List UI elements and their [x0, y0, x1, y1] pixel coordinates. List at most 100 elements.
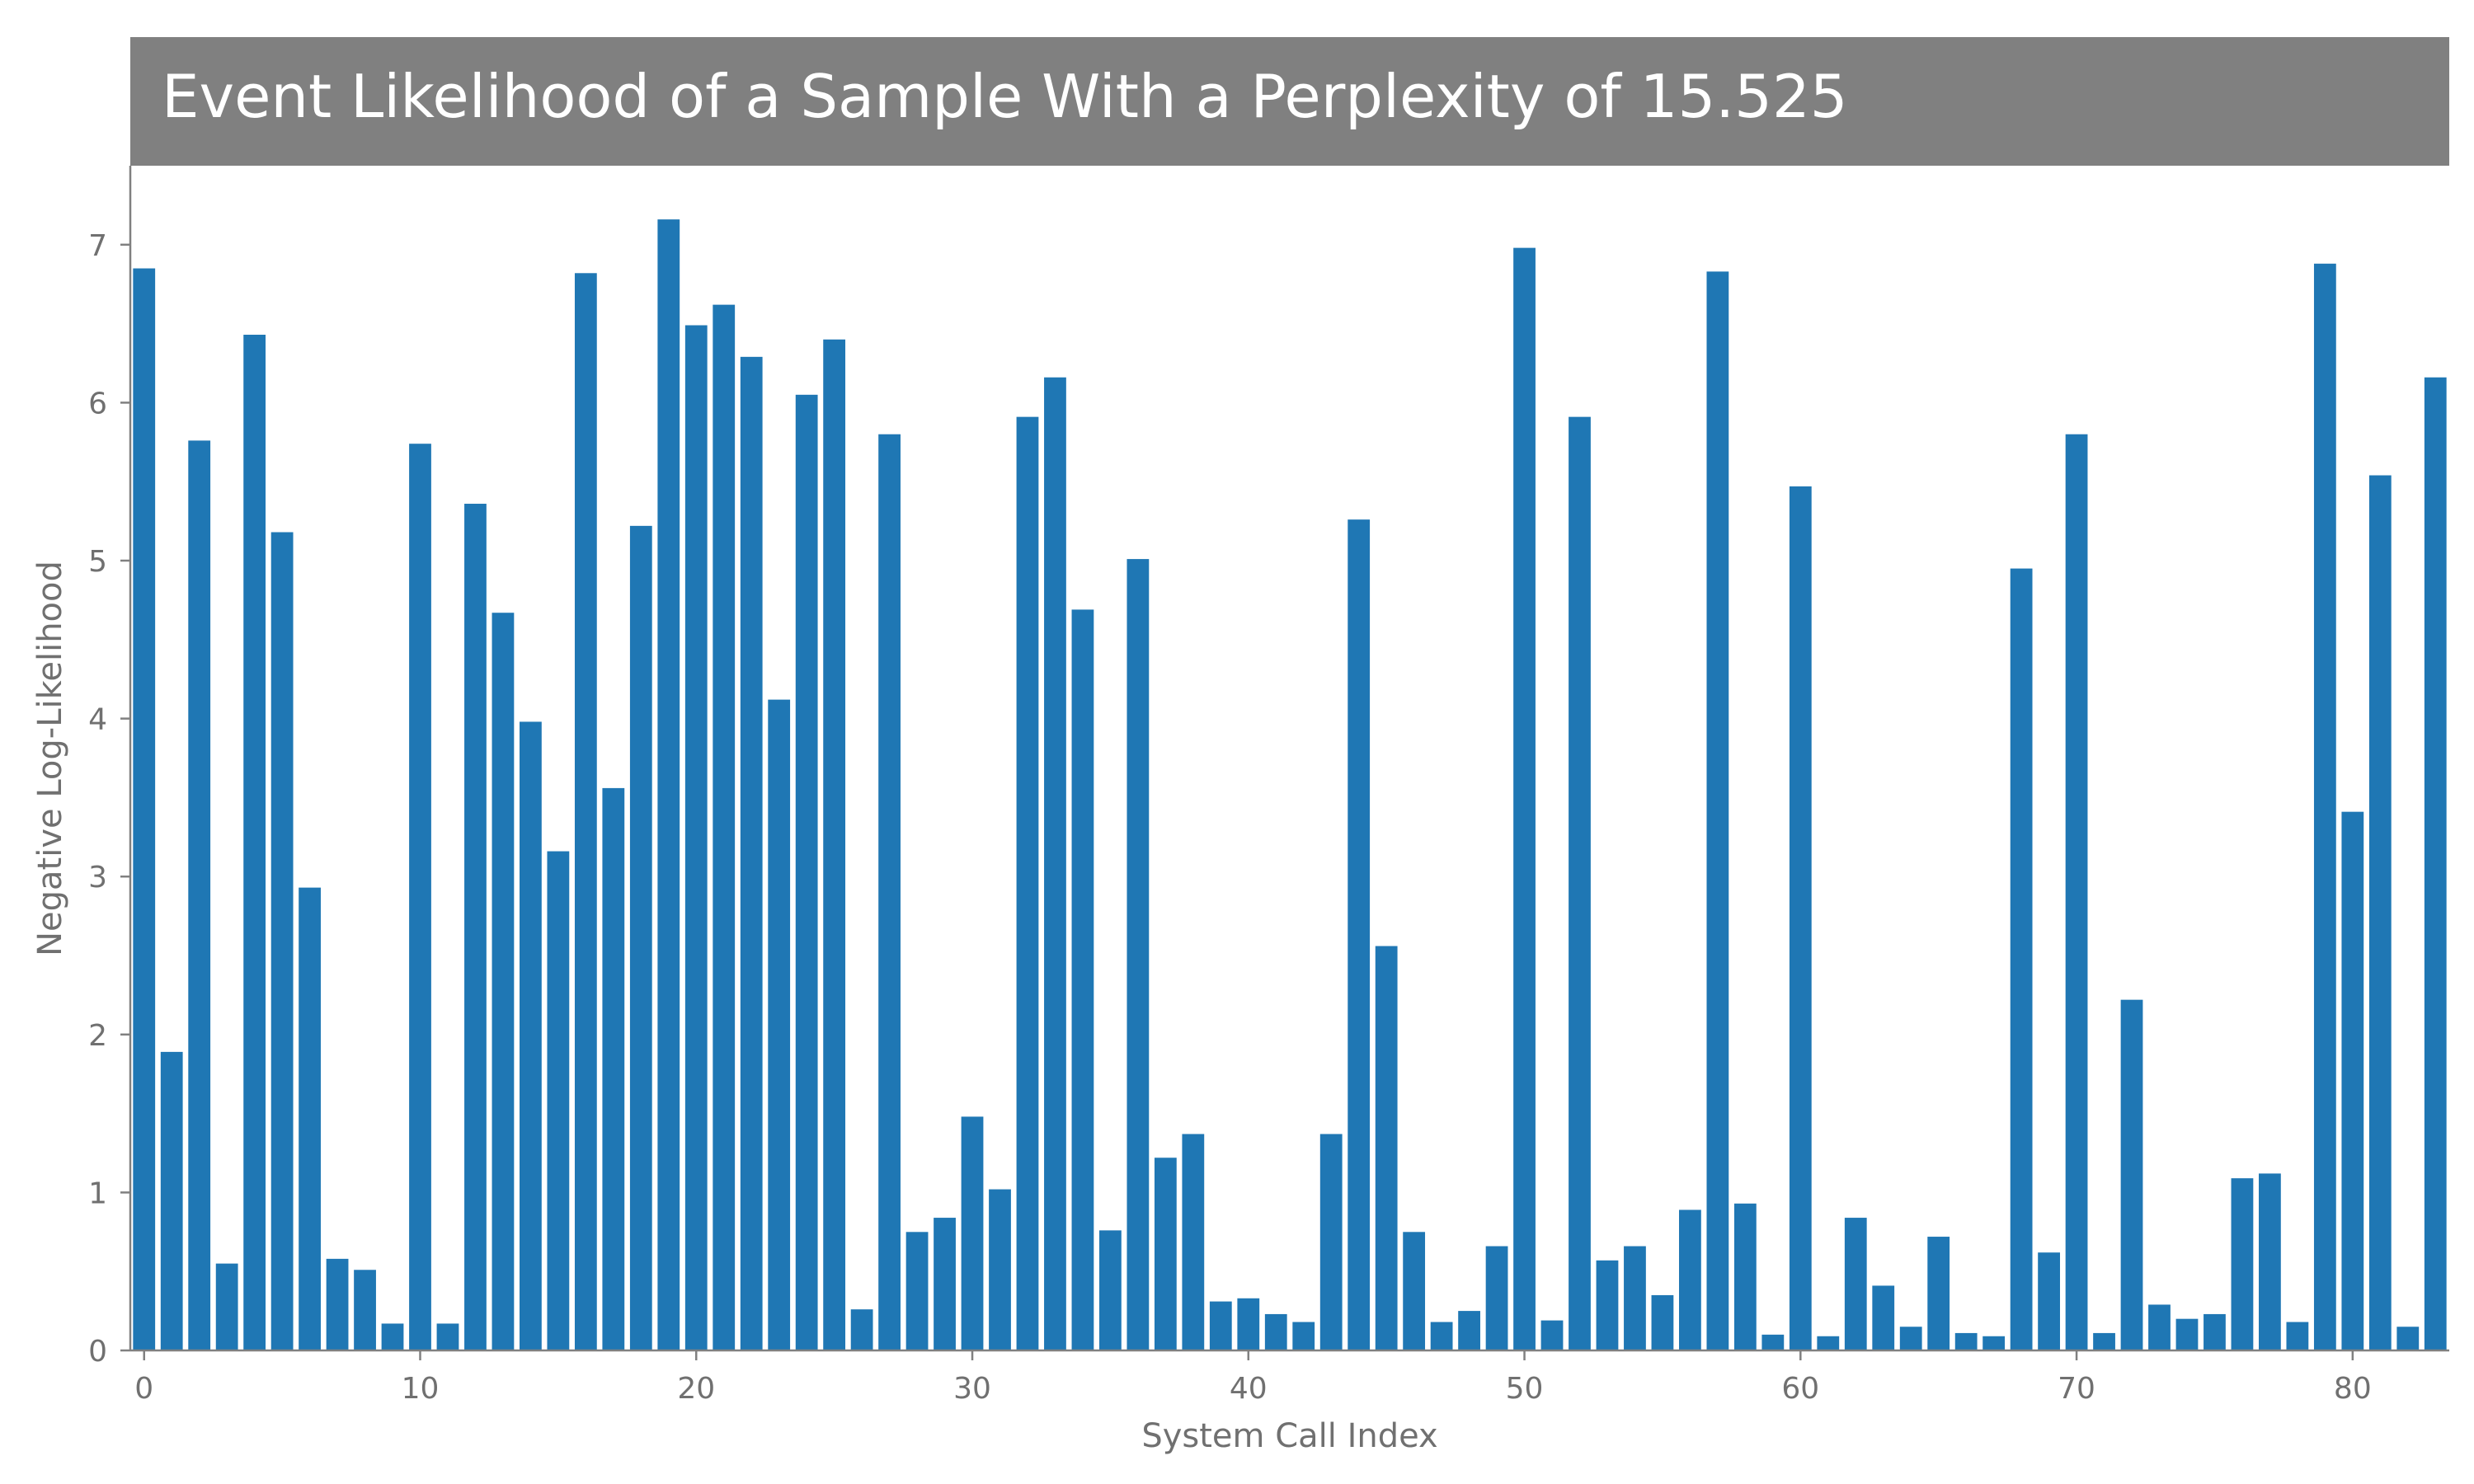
bar-16: [574, 273, 597, 1350]
bar-61: [1817, 1336, 1840, 1350]
y-tick-label-0: 0: [88, 1335, 107, 1369]
bars-group: [133, 219, 2447, 1351]
bar-19: [657, 219, 680, 1350]
bar-29: [934, 1218, 956, 1350]
bar-42: [1292, 1322, 1315, 1350]
bar-66: [1954, 1332, 1978, 1350]
bar-13: [492, 613, 515, 1350]
bar-58: [1733, 1203, 1757, 1350]
y-tick-label-4: 4: [88, 703, 107, 737]
bar-74: [2175, 1318, 2199, 1350]
bar-24: [795, 394, 818, 1350]
bar-68: [2010, 568, 2033, 1350]
y-tick-label-7: 7: [88, 229, 107, 263]
y-axis-label: Negative Log-Likelihood: [31, 561, 69, 956]
bar-17: [602, 787, 625, 1350]
bar-65: [1927, 1237, 1950, 1350]
bar-15: [547, 851, 570, 1350]
bar-22: [740, 356, 763, 1351]
bar-82: [2396, 1327, 2420, 1350]
bar-56: [1679, 1209, 1701, 1350]
bar-60: [1789, 486, 1812, 1351]
bar-80: [2341, 811, 2364, 1350]
bar-8: [354, 1270, 376, 1350]
bar-72: [2120, 999, 2143, 1350]
chart-title: Event Likelihood of a Sample With a Perp…: [162, 62, 1848, 131]
bar-3: [215, 1263, 238, 1350]
x-tick-label-10: 10: [402, 1372, 440, 1406]
bar-50: [1513, 247, 1536, 1350]
bar-1: [160, 1051, 183, 1350]
bar-40: [1237, 1298, 1260, 1350]
bar-45: [1375, 946, 1398, 1350]
bar-4: [243, 335, 266, 1350]
bar-52: [1569, 416, 1591, 1350]
bar-39: [1209, 1301, 1232, 1350]
x-tick-label-20: 20: [677, 1372, 715, 1406]
bar-73: [2148, 1304, 2171, 1350]
y-tick-label-3: 3: [88, 861, 107, 895]
y-tick-label-5: 5: [88, 545, 107, 579]
bar-30: [961, 1116, 984, 1350]
bar-20: [684, 325, 708, 1350]
y-ticks-group: 0 1 2 3 4 5 6 7: [88, 229, 130, 1369]
bar-54: [1624, 1246, 1646, 1350]
x-tick-label-60: 60: [1781, 1372, 1819, 1406]
bar-41: [1264, 1313, 1287, 1350]
x-tick-label-80: 80: [2334, 1372, 2372, 1406]
bar-23: [768, 699, 791, 1350]
bar-28: [905, 1232, 929, 1350]
bar-27: [878, 434, 901, 1350]
bar-70: [2065, 434, 2088, 1350]
bar-69: [2038, 1252, 2060, 1350]
x-tick-label-0: 0: [134, 1372, 153, 1406]
bar-53: [1596, 1260, 1619, 1350]
bar-47: [1430, 1322, 1453, 1350]
bar-64: [1899, 1327, 1922, 1350]
bar-11: [436, 1323, 459, 1350]
bar-57: [1706, 271, 1729, 1350]
bar-26: [850, 1309, 873, 1350]
bar-76: [2231, 1178, 2254, 1350]
bar-33: [1044, 377, 1066, 1350]
bar-9: [381, 1323, 404, 1350]
bar-75: [2204, 1313, 2226, 1350]
bar-2: [188, 440, 211, 1350]
bar-43: [1319, 1134, 1343, 1350]
bar-36: [1126, 559, 1150, 1350]
bar-62: [1844, 1218, 1867, 1350]
bar-0: [133, 268, 156, 1350]
bar-55: [1651, 1294, 1674, 1350]
x-axis-label: System Call Index: [1141, 1417, 1437, 1455]
bar-71: [2093, 1332, 2115, 1350]
bar-38: [1182, 1134, 1205, 1350]
title-banner: [130, 37, 2449, 166]
bar-25: [823, 339, 846, 1350]
x-tick-label-30: 30: [953, 1372, 991, 1406]
bar-35: [1099, 1230, 1122, 1350]
bar-83: [2424, 377, 2447, 1350]
bar-78: [2286, 1322, 2309, 1350]
bar-79: [2313, 263, 2336, 1350]
x-ticks-group: 0 10 20 30 40 50 60 70 80: [134, 1350, 2372, 1406]
bar-67: [1982, 1336, 2006, 1350]
bar-77: [2259, 1173, 2281, 1350]
x-tick-label-70: 70: [2058, 1372, 2095, 1406]
bar-31: [989, 1189, 1011, 1350]
bar-14: [520, 721, 542, 1350]
bar-37: [1154, 1158, 1177, 1350]
bar-51: [1540, 1320, 1564, 1350]
y-tick-label-2: 2: [88, 1019, 107, 1053]
bar-18: [629, 525, 652, 1350]
bar-49: [1485, 1246, 1508, 1350]
bar-46: [1403, 1232, 1426, 1350]
x-tick-label-40: 40: [1230, 1372, 1268, 1406]
bar-5: [270, 532, 294, 1350]
bar-34: [1071, 609, 1094, 1350]
bar-59: [1761, 1334, 1785, 1350]
x-tick-label-50: 50: [1506, 1372, 1544, 1406]
bar-63: [1872, 1285, 1895, 1350]
bar-81: [2368, 475, 2392, 1350]
bar-7: [326, 1258, 349, 1350]
